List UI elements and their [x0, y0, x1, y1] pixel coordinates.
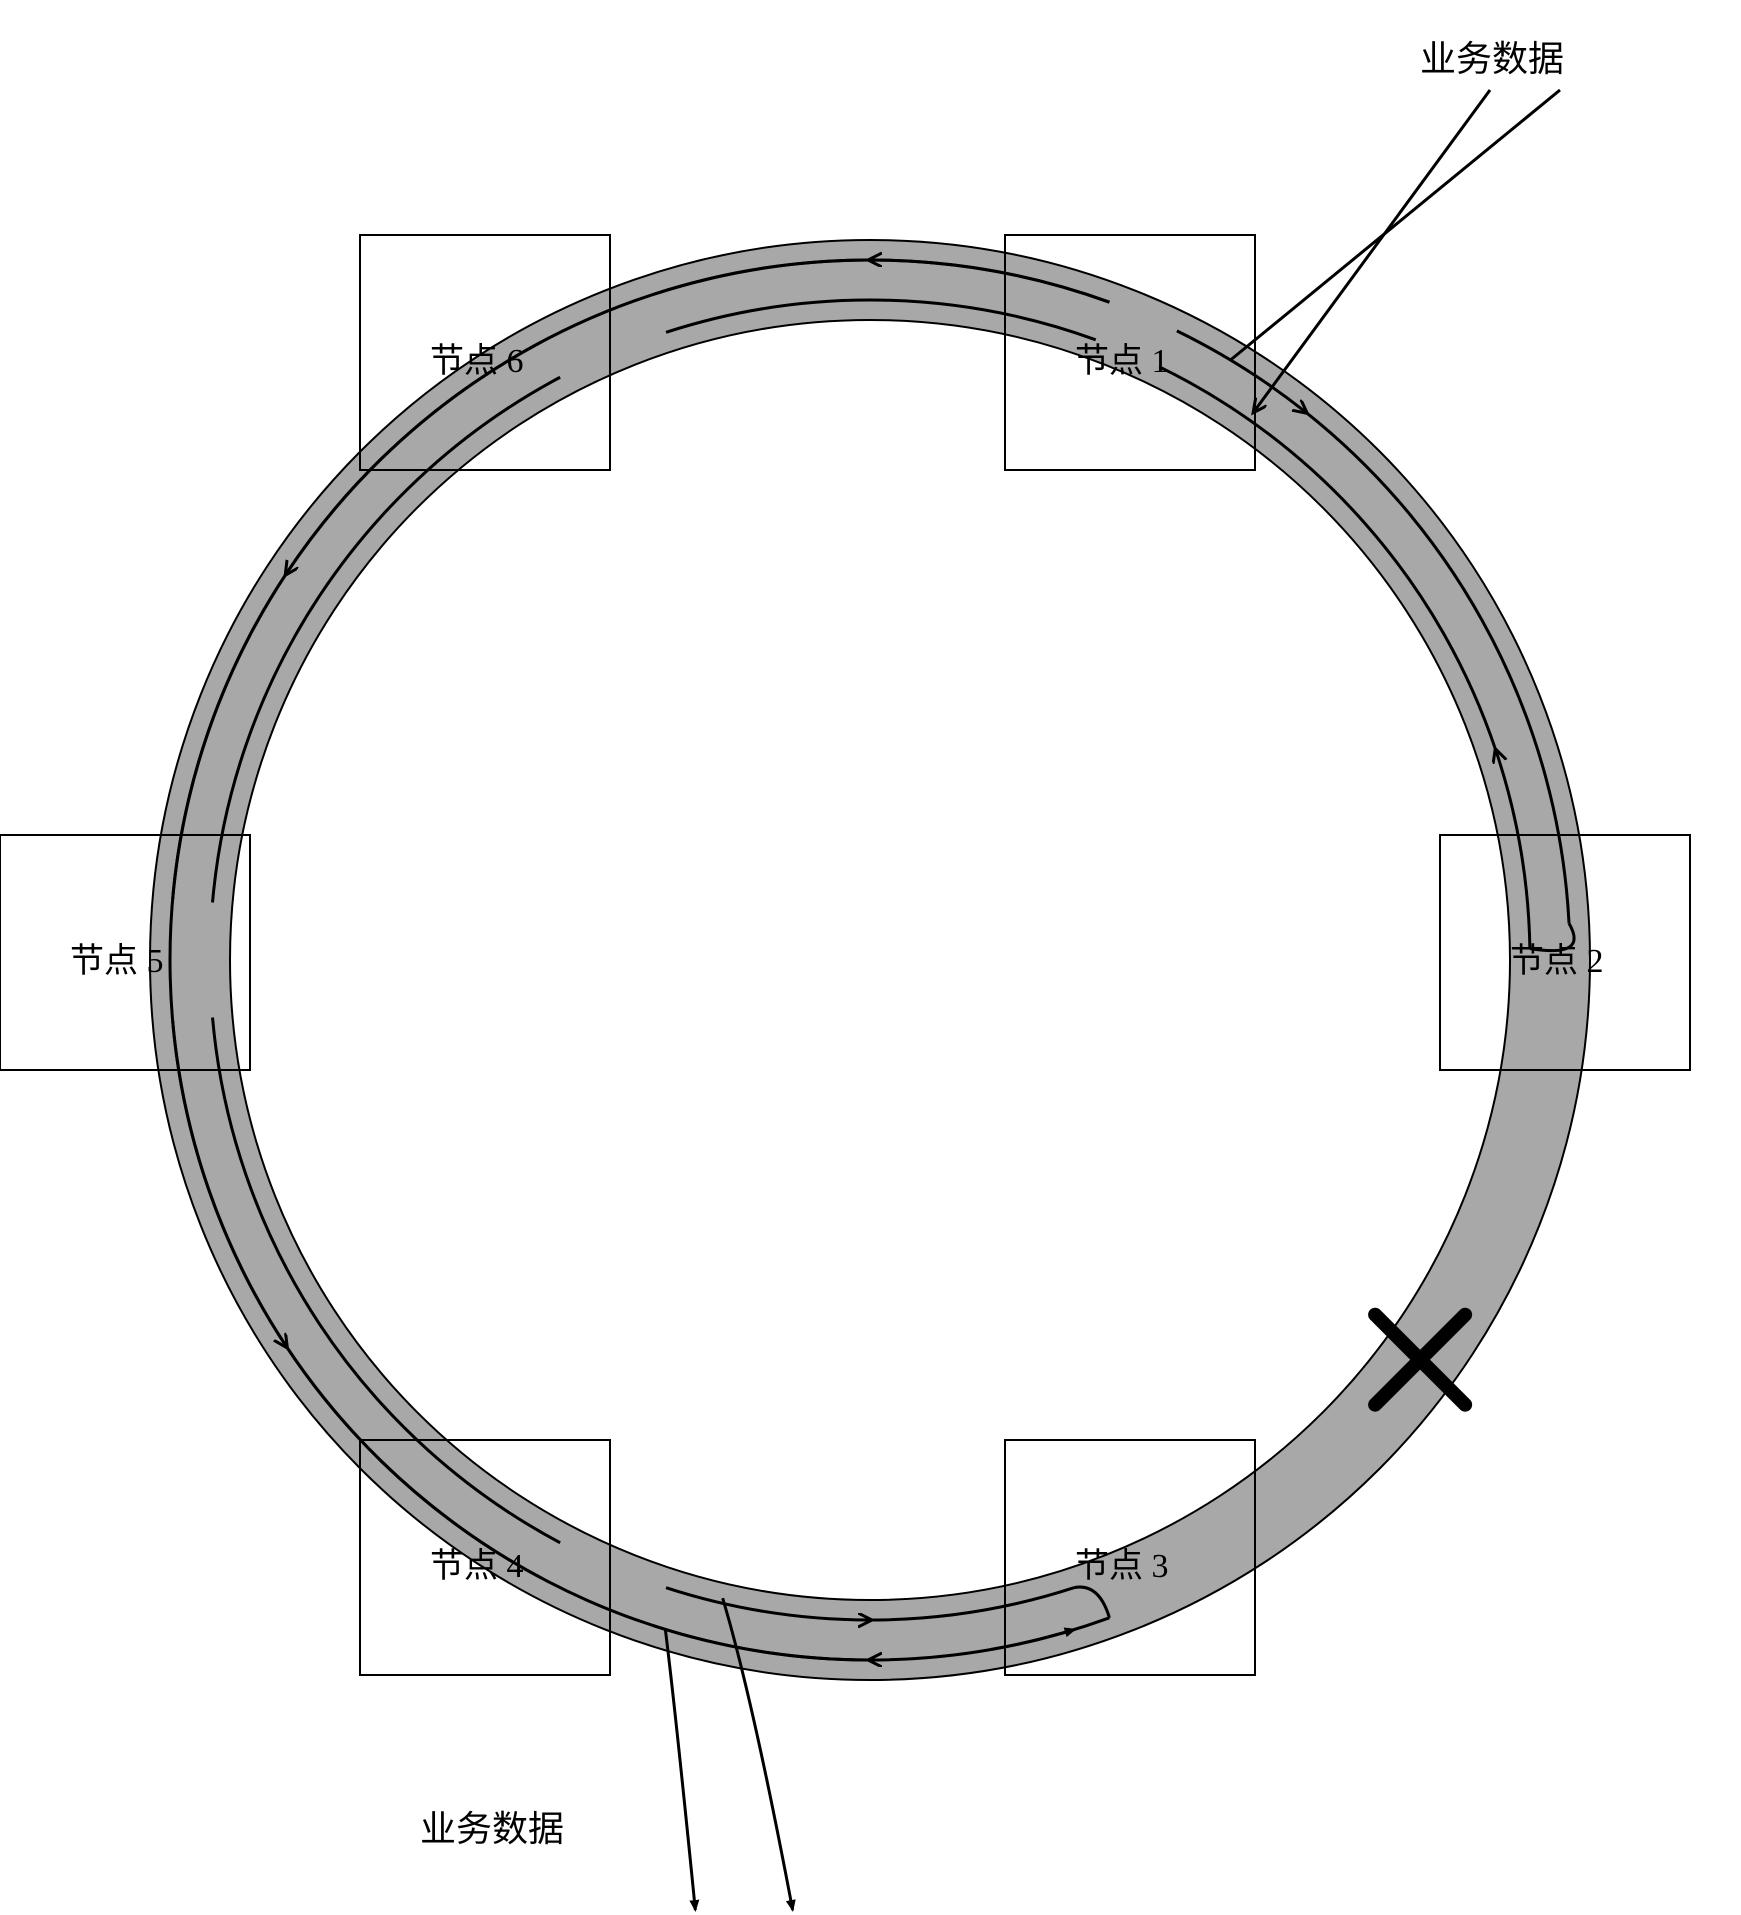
- diagram-container: 业务数据 业务数据 节点 1 节点 2 节点 3 节点 4 节点 5 节点 6: [0, 0, 1741, 1915]
- top-io-label: 业务数据: [1420, 30, 1564, 82]
- node1-label: 节点 1: [1075, 333, 1169, 382]
- node6-label: 节点 6: [430, 333, 524, 382]
- node4-label: 节点 4: [430, 1538, 524, 1587]
- bottom-io-label: 业务数据: [420, 1800, 564, 1852]
- node2-label: 节点 2: [1510, 933, 1604, 982]
- input-line: [1231, 90, 1560, 360]
- output-line: [665, 1629, 695, 1910]
- ring-svg: [0, 0, 1741, 1915]
- ring: [150, 240, 1590, 1680]
- node3-label: 节点 3: [1075, 1538, 1169, 1587]
- node5-label: 节点 5: [70, 933, 164, 982]
